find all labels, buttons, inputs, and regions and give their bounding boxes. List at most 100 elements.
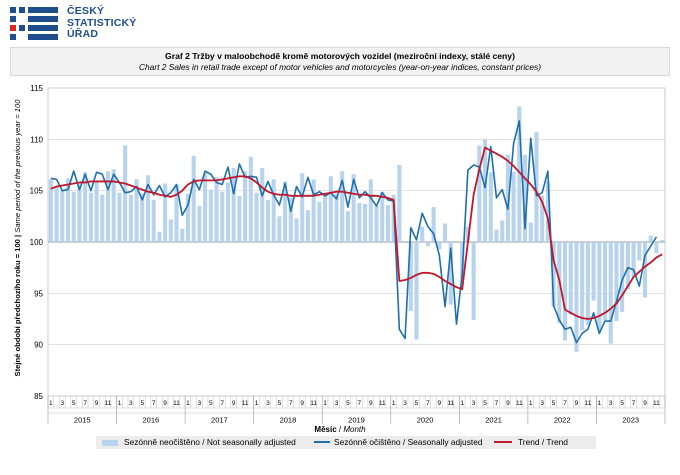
chart-title-box: Graf 2 Tržby v maloobchodě kromě motorov… bbox=[10, 47, 670, 76]
bar bbox=[534, 132, 539, 242]
bar bbox=[505, 154, 510, 242]
month-tick-label: 9 bbox=[95, 400, 99, 407]
bar bbox=[334, 193, 339, 242]
bar bbox=[631, 242, 636, 277]
bar bbox=[288, 197, 293, 242]
month-tick-label: 1 bbox=[460, 400, 464, 407]
month-tick-label: 7 bbox=[632, 400, 636, 407]
bar bbox=[231, 168, 236, 242]
bar-series bbox=[48, 106, 665, 352]
month-tick-label: 11 bbox=[105, 400, 112, 407]
bar bbox=[580, 242, 585, 331]
month-tick-label: 3 bbox=[403, 400, 407, 407]
bar bbox=[117, 192, 122, 242]
month-tick-label: 5 bbox=[483, 400, 487, 407]
bar bbox=[591, 242, 596, 301]
bar bbox=[488, 172, 493, 242]
month-tick-label: 1 bbox=[597, 400, 601, 407]
bar bbox=[77, 184, 82, 242]
bar bbox=[140, 193, 145, 242]
legend-swatch-trend bbox=[494, 441, 512, 443]
y-tick-label: 115 bbox=[30, 84, 43, 93]
bar bbox=[94, 181, 99, 242]
bar bbox=[562, 242, 568, 341]
bar bbox=[403, 242, 408, 244]
year-label: 2020 bbox=[417, 416, 434, 425]
y-axis-label-en: Same period of the previous year = 100 bbox=[13, 99, 22, 233]
month-tick-label: 5 bbox=[415, 400, 419, 407]
legend-label-trend: Trend / Trend bbox=[518, 437, 568, 447]
bar bbox=[465, 226, 470, 242]
bar bbox=[134, 179, 139, 242]
bar bbox=[54, 187, 59, 242]
month-tick-label: 9 bbox=[232, 400, 236, 407]
bar bbox=[420, 226, 425, 242]
bar bbox=[471, 242, 476, 321]
bar bbox=[128, 194, 133, 242]
bar bbox=[340, 171, 345, 242]
bar bbox=[305, 210, 310, 242]
bar bbox=[100, 194, 105, 242]
y-tick-label: 90 bbox=[34, 341, 43, 350]
bar bbox=[145, 175, 151, 242]
bar bbox=[185, 193, 191, 242]
month-tick-label: 11 bbox=[653, 400, 660, 407]
bar bbox=[363, 204, 368, 242]
bar bbox=[88, 192, 93, 242]
bar bbox=[597, 242, 602, 331]
bar bbox=[203, 173, 208, 242]
month-tick-label: 5 bbox=[72, 400, 76, 407]
month-tick-label: 7 bbox=[83, 400, 87, 407]
bar bbox=[602, 242, 608, 321]
month-tick-label: 3 bbox=[129, 400, 133, 407]
bar bbox=[431, 207, 436, 242]
bar bbox=[614, 242, 619, 322]
month-tick-label: 1 bbox=[323, 400, 327, 407]
bar bbox=[294, 218, 299, 242]
year-label: 2021 bbox=[485, 416, 502, 425]
logo-mark-icon bbox=[10, 7, 58, 40]
bar bbox=[540, 195, 545, 242]
month-tick-label: 1 bbox=[255, 400, 259, 407]
bar bbox=[271, 179, 276, 242]
month-tick-label: 1 bbox=[49, 400, 53, 407]
bar bbox=[123, 145, 128, 242]
bar bbox=[551, 242, 556, 307]
bar bbox=[380, 191, 385, 242]
y-tick-label: 105 bbox=[30, 187, 44, 196]
month-tick-label: 5 bbox=[209, 400, 213, 407]
chart-title-cz: Graf 2 Tržby v maloobchodě kromě motorov… bbox=[165, 51, 515, 61]
bar bbox=[414, 242, 419, 340]
year-label: 2018 bbox=[280, 416, 297, 425]
month-tick-label: 9 bbox=[506, 400, 510, 407]
month-tick-label: 9 bbox=[300, 400, 304, 407]
month-tick-label: 5 bbox=[346, 400, 350, 407]
year-label: 2016 bbox=[142, 416, 159, 425]
bar bbox=[83, 172, 88, 242]
bar bbox=[357, 202, 362, 242]
month-tick-label: 7 bbox=[289, 400, 293, 407]
bar bbox=[220, 191, 225, 242]
month-tick-label: 11 bbox=[310, 400, 317, 407]
bar bbox=[374, 206, 379, 242]
bar bbox=[151, 199, 156, 242]
bar bbox=[243, 171, 248, 242]
bar bbox=[323, 192, 328, 242]
bar bbox=[157, 231, 162, 242]
bar bbox=[648, 235, 653, 242]
trend-line bbox=[50, 146, 663, 320]
year-label: 2023 bbox=[622, 416, 639, 425]
bar bbox=[545, 181, 550, 242]
bar bbox=[277, 216, 282, 242]
month-tick-label: 3 bbox=[609, 400, 613, 407]
bar bbox=[660, 239, 665, 242]
bar bbox=[48, 179, 53, 242]
y-axis-label: Stejné období předchozího roku = 100 | S… bbox=[13, 99, 22, 377]
x-axis-label-cz: Měsíc bbox=[314, 425, 337, 434]
month-tick-label: 7 bbox=[563, 400, 567, 407]
bar bbox=[448, 242, 453, 305]
legend-label-seasonal: Sezónně očištěno / Seasonally adjusted bbox=[334, 437, 483, 447]
month-tick-label: 9 bbox=[163, 400, 167, 407]
month-tick-label: 7 bbox=[220, 400, 224, 407]
seasonally-adjusted-line bbox=[50, 120, 658, 344]
